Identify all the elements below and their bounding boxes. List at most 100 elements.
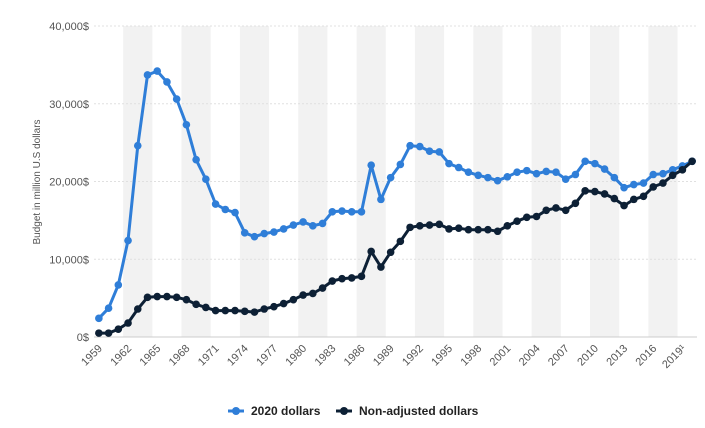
data-point[interactable] bbox=[347, 274, 356, 282]
data-point[interactable] bbox=[522, 166, 531, 175]
data-point[interactable] bbox=[240, 307, 249, 316]
data-point[interactable] bbox=[581, 157, 589, 166]
data-point[interactable] bbox=[522, 213, 531, 222]
data-point[interactable] bbox=[172, 95, 181, 103]
data-point[interactable] bbox=[211, 200, 220, 208]
data-point[interactable] bbox=[552, 168, 560, 176]
data-point[interactable] bbox=[338, 207, 346, 215]
data-point[interactable] bbox=[240, 229, 249, 237]
data-point[interactable] bbox=[571, 170, 580, 179]
data-point[interactable] bbox=[591, 159, 599, 168]
data-point[interactable] bbox=[328, 208, 337, 216]
data-point[interactable] bbox=[231, 208, 239, 217]
data-point[interactable] bbox=[425, 221, 434, 229]
data-point[interactable] bbox=[221, 306, 230, 315]
data-point[interactable] bbox=[416, 142, 424, 151]
data-point[interactable] bbox=[435, 148, 444, 156]
data-point[interactable] bbox=[104, 304, 113, 313]
data-point[interactable] bbox=[493, 227, 502, 236]
data-point[interactable] bbox=[503, 173, 512, 181]
data-point[interactable] bbox=[172, 293, 181, 302]
data-point[interactable] bbox=[270, 228, 278, 236]
data-point[interactable] bbox=[211, 306, 220, 315]
data-point[interactable] bbox=[542, 206, 551, 215]
data-point[interactable] bbox=[591, 187, 599, 196]
data-point[interactable] bbox=[552, 204, 560, 212]
data-point[interactable] bbox=[133, 305, 142, 313]
data-point[interactable] bbox=[406, 141, 414, 150]
data-point[interactable] bbox=[347, 208, 356, 216]
data-point[interactable] bbox=[532, 169, 541, 178]
data-point[interactable] bbox=[513, 217, 521, 225]
data-point[interactable] bbox=[425, 147, 434, 155]
data-point[interactable] bbox=[600, 190, 609, 198]
data-point[interactable] bbox=[454, 224, 463, 232]
data-point[interactable] bbox=[289, 295, 298, 304]
data-point[interactable] bbox=[678, 166, 687, 174]
data-point[interactable] bbox=[221, 205, 230, 214]
data-point[interactable] bbox=[357, 272, 366, 281]
data-point[interactable] bbox=[279, 299, 288, 308]
data-point[interactable] bbox=[260, 229, 269, 238]
data-point[interactable] bbox=[416, 222, 424, 230]
data-point[interactable] bbox=[396, 237, 405, 246]
data-point[interactable] bbox=[474, 225, 482, 234]
data-point[interactable] bbox=[163, 78, 171, 86]
data-point[interactable] bbox=[153, 67, 162, 75]
data-point[interactable] bbox=[620, 201, 628, 210]
data-point[interactable] bbox=[163, 292, 171, 301]
data-point[interactable] bbox=[143, 71, 152, 79]
data-point[interactable] bbox=[357, 208, 366, 216]
data-point[interactable] bbox=[124, 319, 132, 327]
data-point[interactable] bbox=[270, 302, 278, 311]
data-point[interactable] bbox=[561, 175, 570, 183]
data-point[interactable] bbox=[318, 284, 327, 292]
data-point[interactable] bbox=[279, 225, 288, 233]
data-point[interactable] bbox=[124, 236, 132, 245]
data-point[interactable] bbox=[299, 291, 307, 299]
data-point[interactable] bbox=[202, 175, 210, 183]
data-point[interactable] bbox=[571, 199, 580, 208]
data-point[interactable] bbox=[474, 171, 482, 180]
data-point[interactable] bbox=[484, 173, 492, 182]
legend-item[interactable]: 2020 dollars bbox=[228, 404, 321, 418]
data-point[interactable] bbox=[532, 212, 541, 221]
data-point[interactable] bbox=[406, 223, 414, 232]
data-point[interactable] bbox=[610, 173, 619, 182]
data-point[interactable] bbox=[668, 171, 677, 180]
data-point[interactable] bbox=[182, 120, 191, 129]
data-point[interactable] bbox=[114, 325, 123, 334]
data-point[interactable] bbox=[202, 303, 210, 312]
data-point[interactable] bbox=[629, 180, 638, 189]
data-point[interactable] bbox=[610, 194, 619, 203]
data-point[interactable] bbox=[95, 329, 103, 337]
data-point[interactable] bbox=[464, 168, 473, 176]
data-point[interactable] bbox=[396, 160, 405, 169]
data-point[interactable] bbox=[338, 274, 346, 283]
data-point[interactable] bbox=[367, 161, 375, 169]
data-point[interactable] bbox=[688, 157, 696, 166]
data-point[interactable] bbox=[299, 218, 307, 226]
data-point[interactable] bbox=[561, 206, 570, 215]
data-point[interactable] bbox=[143, 293, 152, 302]
data-point[interactable] bbox=[377, 263, 385, 271]
data-point[interactable] bbox=[668, 166, 677, 174]
data-point[interactable] bbox=[309, 222, 317, 230]
data-point[interactable] bbox=[318, 219, 327, 228]
data-point[interactable] bbox=[231, 306, 239, 315]
data-point[interactable] bbox=[114, 281, 123, 289]
data-point[interactable] bbox=[250, 232, 259, 241]
data-point[interactable] bbox=[493, 176, 502, 185]
data-point[interactable] bbox=[104, 329, 113, 337]
data-point[interactable] bbox=[435, 220, 444, 229]
data-point[interactable] bbox=[133, 141, 142, 150]
data-point[interactable] bbox=[649, 170, 658, 179]
data-point[interactable] bbox=[182, 295, 191, 304]
data-point[interactable] bbox=[250, 308, 259, 316]
data-point[interactable] bbox=[192, 155, 200, 164]
data-point[interactable] bbox=[649, 183, 658, 191]
data-point[interactable] bbox=[309, 289, 317, 298]
data-point[interactable] bbox=[484, 225, 492, 234]
data-point[interactable] bbox=[513, 168, 521, 176]
data-point[interactable] bbox=[542, 167, 551, 176]
